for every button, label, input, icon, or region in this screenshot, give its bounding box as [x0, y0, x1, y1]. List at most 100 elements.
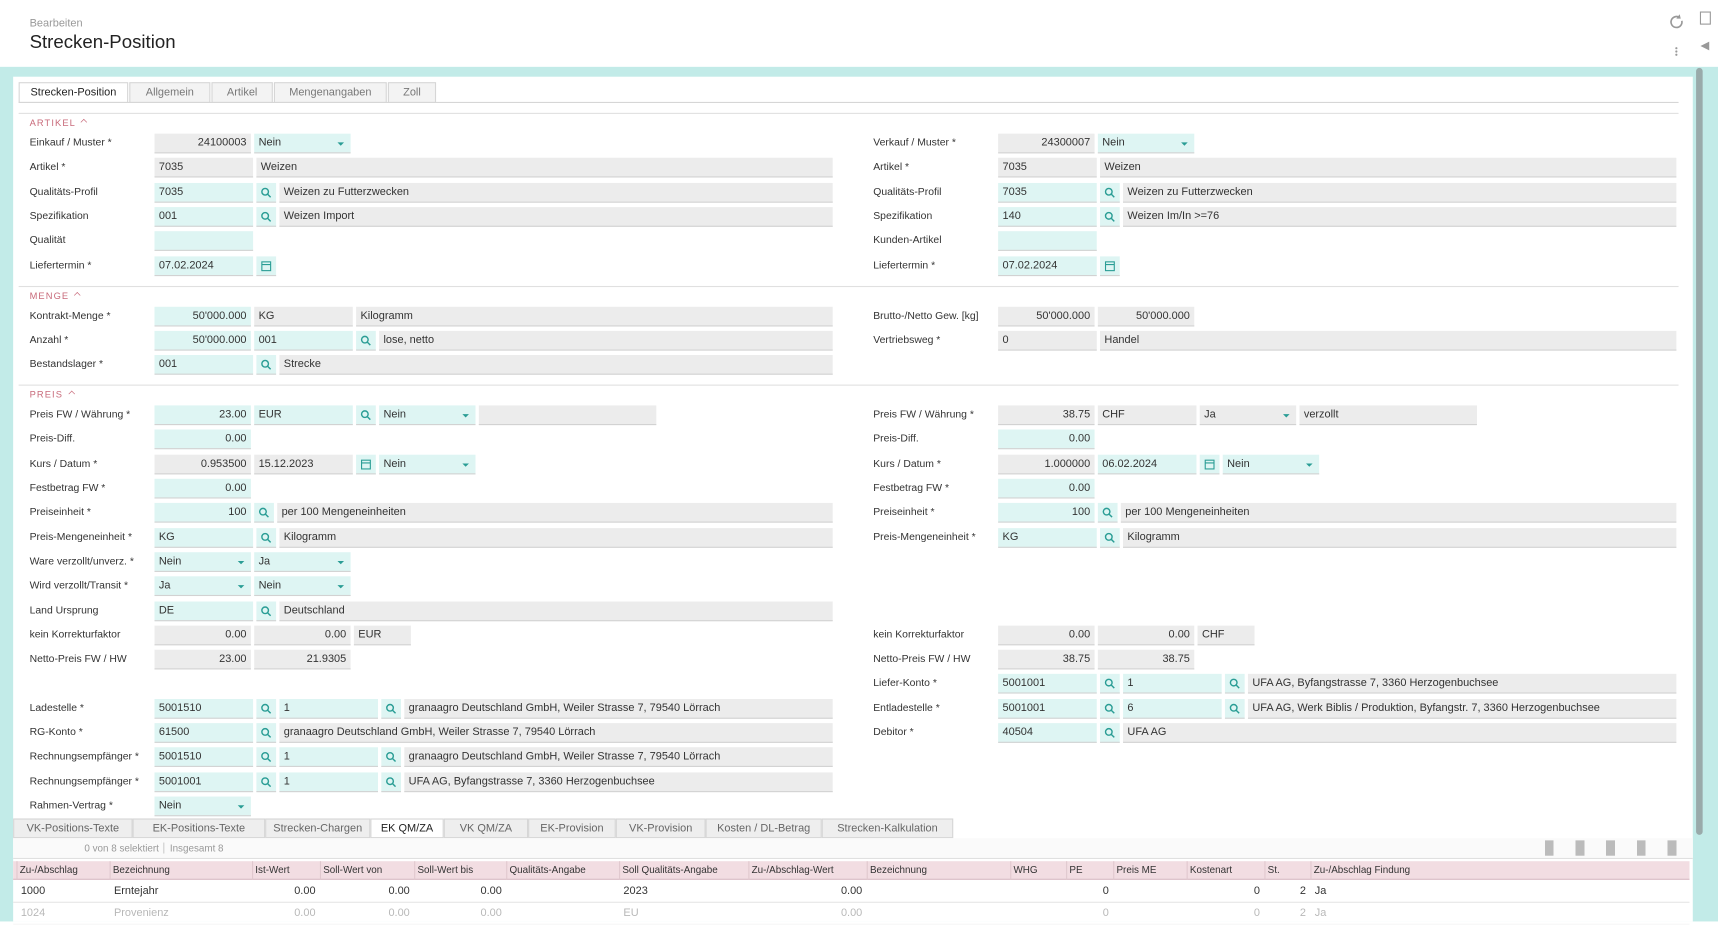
column-header[interactable]: Zu-/Abschlag Findung	[1310, 861, 1439, 880]
tab[interactable]: Strecken-Position	[18, 82, 129, 103]
column-header[interactable]: Bezeichnung	[866, 861, 1011, 880]
section-title[interactable]: PREIS	[29, 389, 64, 401]
dropdown[interactable]: Nein	[154, 552, 251, 572]
tab[interactable]: VK QM/ZA	[443, 818, 529, 839]
dropdown[interactable]: Nein	[379, 454, 476, 475]
input-field[interactable]: 50'000.000	[154, 306, 251, 326]
tab[interactable]: EK-Provision	[528, 818, 616, 839]
input-field[interactable]: 40504	[998, 723, 1097, 743]
input-field[interactable]: 001	[154, 355, 254, 375]
lookup-button[interactable]	[256, 698, 277, 719]
input-field[interactable]: 100	[998, 503, 1095, 523]
input-field[interactable]: 50'000.000	[154, 330, 251, 351]
dropdown[interactable]: Ja	[254, 552, 351, 572]
input-field[interactable]: 23.00	[154, 405, 251, 426]
input-field[interactable]: 001	[154, 206, 254, 227]
date-button[interactable]	[1100, 255, 1120, 276]
lookup-button[interactable]	[254, 503, 274, 523]
input-field[interactable]: 5001510	[154, 747, 254, 768]
lookup-button[interactable]	[1224, 698, 1245, 719]
dropdown[interactable]: Nein	[254, 133, 351, 154]
lookup-button[interactable]	[381, 747, 402, 768]
tab[interactable]: EK-Positions-Texte	[132, 818, 266, 839]
column-header[interactable]: Soll-Wert von	[319, 861, 414, 880]
input-field[interactable]: 001	[254, 330, 353, 351]
tab[interactable]: Strecken-Chargen	[265, 818, 371, 839]
tab[interactable]: Mengenangaben	[273, 82, 387, 103]
tab[interactable]: EK QM/ZA	[370, 818, 444, 839]
column-header[interactable]: Preis ME	[1113, 861, 1186, 880]
tab[interactable]: Kosten / DL-Betrag	[705, 818, 822, 839]
dropdown[interactable]: Ja	[154, 576, 251, 597]
input-field[interactable]: 07.02.2024	[998, 255, 1097, 276]
tab[interactable]: VK-Positions-Texte	[13, 818, 133, 839]
dropdown[interactable]: Nein	[1097, 133, 1195, 154]
table-row[interactable]	[13, 881, 1690, 903]
section-title[interactable]: ARTIKEL	[29, 117, 76, 129]
lookup-button[interactable]	[256, 206, 277, 227]
input-field[interactable]: 1	[279, 771, 379, 792]
lookup-button[interactable]	[256, 747, 277, 768]
lookup-button[interactable]	[1100, 206, 1120, 227]
input-field[interactable]: 07.02.2024	[154, 255, 254, 276]
section-title[interactable]: MENGE	[29, 289, 70, 301]
toolbar-icons[interactable]	[1544, 840, 1686, 856]
lookup-button[interactable]	[1224, 674, 1245, 694]
lookup-button[interactable]	[1100, 674, 1120, 694]
column-header[interactable]: St.	[1264, 861, 1310, 880]
lookup-button[interactable]	[256, 723, 277, 743]
lookup-button[interactable]	[1097, 503, 1118, 523]
tab[interactable]: Strecken-Kalkulation	[821, 818, 954, 839]
dropdown[interactable]: Nein	[379, 405, 476, 426]
dropdown[interactable]: Nein	[154, 796, 251, 817]
input-field[interactable]: DE	[154, 600, 254, 621]
lookup-button[interactable]	[256, 182, 277, 203]
input-field[interactable]: 5001001	[154, 771, 254, 792]
input-field[interactable]: 140	[998, 206, 1097, 227]
input-field[interactable]: 0.00	[154, 478, 251, 499]
input-field[interactable]: 5001001	[998, 698, 1097, 719]
input-field[interactable]: EUR	[254, 405, 353, 426]
input-field[interactable]: 1	[1123, 674, 1222, 694]
column-header[interactable]: Zu-/Abschlag	[16, 861, 109, 880]
input-field[interactable]: 1	[279, 747, 379, 768]
dropdown[interactable]: Nein	[254, 576, 351, 597]
date-button[interactable]	[1199, 454, 1220, 475]
input-field[interactable]: 0.00	[154, 429, 251, 450]
input-field[interactable]: 0.00	[998, 478, 1095, 499]
column-header[interactable]: Soll Qualitäts-Angabe	[619, 861, 748, 880]
input-field[interactable]: 0.00	[998, 429, 1095, 450]
lookup-button[interactable]	[256, 600, 277, 621]
input-field[interactable]: 6	[1123, 698, 1222, 719]
date-button[interactable]	[256, 255, 277, 276]
input-field[interactable]: 5001510	[154, 698, 254, 719]
lookup-button[interactable]	[356, 405, 376, 426]
tab[interactable]: Artikel	[211, 82, 273, 103]
dropdown[interactable]: Nein	[1222, 454, 1320, 475]
column-header[interactable]: Zu-/Abschlag-Wert	[748, 861, 866, 880]
column-header[interactable]: Ist-Wert	[252, 861, 320, 880]
input-field[interactable]	[154, 231, 254, 252]
lookup-button[interactable]	[1100, 723, 1120, 743]
column-header[interactable]: Qualitäts-Angabe	[506, 861, 619, 880]
input-field[interactable]: 1	[279, 698, 379, 719]
input-field[interactable]: 06.02.2024	[1097, 454, 1197, 475]
lookup-button[interactable]	[256, 355, 277, 375]
tab[interactable]: Zoll	[387, 82, 437, 103]
column-header[interactable]: Soll-Wert bis	[414, 861, 506, 880]
scrollbar[interactable]	[1696, 67, 1703, 835]
lookup-button[interactable]	[1100, 698, 1120, 719]
column-header[interactable]: WHG	[1010, 861, 1066, 880]
lookup-button[interactable]	[356, 330, 376, 351]
lookup-button[interactable]	[1100, 182, 1120, 203]
lookup-button[interactable]	[381, 698, 402, 719]
column-header[interactable]: Bezeichnung	[109, 861, 252, 880]
lookup-button[interactable]	[256, 527, 277, 548]
input-field[interactable]: 100	[154, 503, 251, 523]
input-field[interactable]: 7035	[998, 182, 1097, 203]
column-header[interactable]: Kostenart	[1186, 861, 1265, 880]
input-field[interactable]: 5001001	[998, 674, 1097, 694]
tab[interactable]: VK-Provision	[615, 818, 706, 839]
lookup-button[interactable]	[381, 771, 402, 792]
tab[interactable]: Allgemein	[129, 82, 211, 103]
